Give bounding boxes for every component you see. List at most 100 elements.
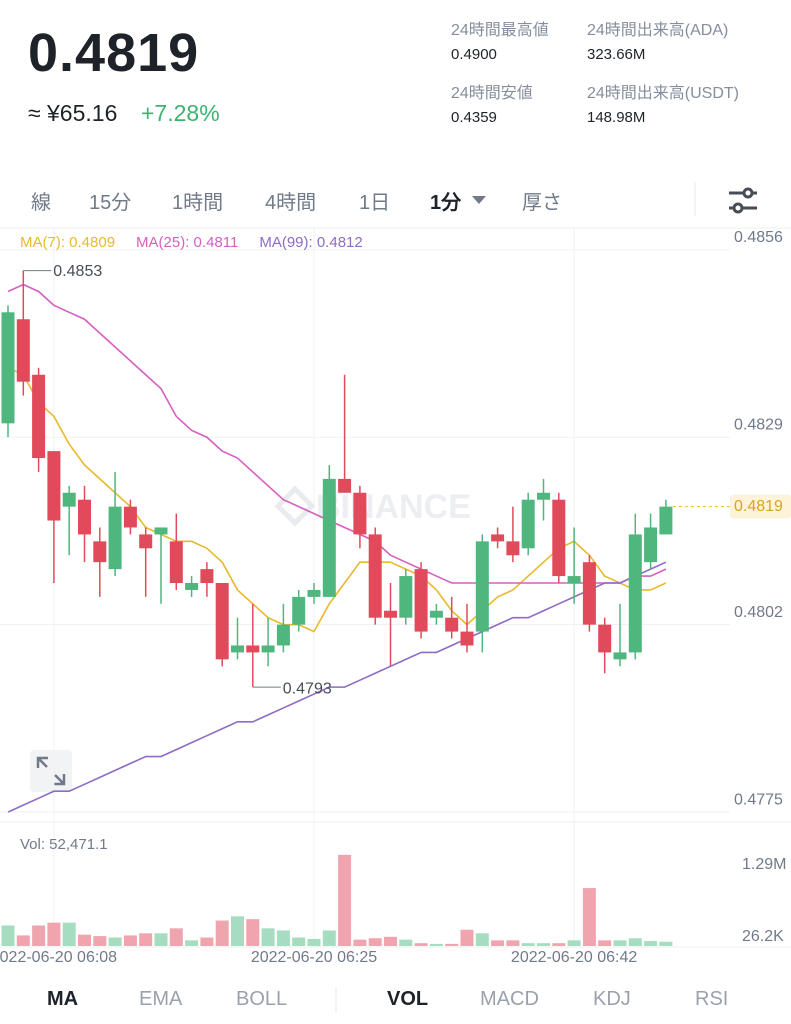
legend-entry: MA(7): 0.4809 xyxy=(20,234,115,251)
candle-body xyxy=(567,576,581,583)
candle-body xyxy=(598,624,612,653)
volume-bar xyxy=(338,854,352,946)
volume-bar xyxy=(659,941,673,946)
interval-tab[interactable]: 15分 xyxy=(89,192,132,214)
candle-body xyxy=(521,499,535,549)
legend-entry: MA(25): 0.4811 xyxy=(136,234,238,251)
volume-bar xyxy=(108,937,122,946)
volume-bar xyxy=(399,939,413,946)
candle-body xyxy=(276,624,290,646)
expand-button[interactable] xyxy=(30,750,72,792)
stat-value: 0.4359 xyxy=(451,109,497,126)
volume-bar xyxy=(47,922,61,946)
volume-bar xyxy=(460,929,474,946)
volume-bar xyxy=(491,940,505,946)
volume-bar xyxy=(353,939,367,946)
indicator-tab[interactable]: BOLL xyxy=(236,988,288,1010)
candle-body xyxy=(445,617,459,632)
candle-body xyxy=(246,645,260,653)
volume-bar xyxy=(62,922,76,946)
candle-body xyxy=(582,562,596,625)
settings-icon[interactable] xyxy=(729,187,757,214)
stat-value: 148.98M xyxy=(587,109,646,126)
candle-body xyxy=(384,610,397,618)
volume-bar xyxy=(200,937,214,946)
volume-bar xyxy=(598,940,612,946)
candle-body xyxy=(215,583,229,660)
volume-bar xyxy=(215,920,229,946)
volume-bar xyxy=(276,930,290,946)
stat-label: 24時間出来高(ADA) xyxy=(587,22,729,39)
candle-body xyxy=(261,645,275,653)
candle-body xyxy=(200,569,214,583)
stat-value: 0.4900 xyxy=(451,46,497,63)
indicator-tab[interactable]: EMA xyxy=(139,988,183,1010)
watermark: BINANCE xyxy=(274,485,471,527)
candle-body xyxy=(628,534,642,653)
legend-entry: MA(99): 0.4812 xyxy=(259,234,362,251)
interval-tab[interactable]: 4時間 xyxy=(265,192,317,214)
candle-body xyxy=(552,499,566,577)
candle-body xyxy=(185,583,199,590)
y-tick-label: 0.4802 xyxy=(734,604,783,621)
interval-tab[interactable]: 1日 xyxy=(359,192,391,214)
volume-bar xyxy=(644,941,658,946)
volume-bar xyxy=(582,888,596,946)
volume-bar xyxy=(613,940,627,946)
indicator-tab[interactable]: RSI xyxy=(695,988,729,1010)
stat-label: 24時間最高値 xyxy=(451,22,549,39)
volume-bar xyxy=(414,943,428,946)
candle-body xyxy=(429,610,443,618)
volume-bar xyxy=(537,943,550,946)
indicator-tab[interactable]: VOL xyxy=(387,988,429,1010)
candle-body xyxy=(338,478,352,493)
vol-tick-label: 1.29M xyxy=(742,856,786,873)
volume-bar xyxy=(552,943,566,946)
candle-body xyxy=(368,534,382,618)
volume-bar xyxy=(93,936,107,946)
dropdown-arrow xyxy=(472,196,486,204)
candle-body xyxy=(659,506,673,535)
stat-label: 24時間安値 xyxy=(451,85,533,102)
volume-bar xyxy=(429,943,443,946)
volume-bar xyxy=(322,930,336,946)
last-price: 0.4819 xyxy=(28,23,200,83)
candle-body xyxy=(93,541,107,563)
volume-bar xyxy=(292,937,306,946)
candle-body xyxy=(231,645,244,653)
volume-bar xyxy=(567,940,581,946)
ma-line xyxy=(7,367,667,633)
volume-bar xyxy=(261,928,275,946)
candle-body xyxy=(108,506,122,570)
depth-tab[interactable]: 厚さ xyxy=(522,192,562,214)
candle-body xyxy=(475,541,489,632)
indicator-tab[interactable]: MA xyxy=(47,988,79,1010)
candle-body xyxy=(16,319,30,382)
candle-body xyxy=(62,492,76,507)
volume-bar xyxy=(185,940,199,946)
volume-title: Vol: 52,471.1 xyxy=(20,836,108,853)
indicator-tab[interactable]: KDJ xyxy=(593,988,631,1010)
x-tick-label: 2022-06-20 06:42 xyxy=(511,949,637,966)
x-tick-label: 2022-06-20 06:08 xyxy=(0,949,117,966)
volume-bar xyxy=(445,943,459,946)
candle-body xyxy=(78,499,91,535)
candle-body xyxy=(644,527,658,563)
interval-tab[interactable]: 1時間 xyxy=(172,192,224,214)
stat-label: 24時間出来高(USDT) xyxy=(587,85,740,102)
volume-bar xyxy=(384,936,397,946)
indicator-tab[interactable]: MACD xyxy=(480,988,539,1010)
interval-tab[interactable]: 1分 xyxy=(430,192,462,214)
volume-bar xyxy=(32,925,46,946)
volume-bar xyxy=(169,928,183,946)
low-marker-label: 0.4793 xyxy=(283,680,332,697)
ma-line xyxy=(7,561,667,813)
y-tick-label: 0.4829 xyxy=(734,416,783,433)
interval-tab[interactable]: 線 xyxy=(31,192,51,214)
price-change: +7.28% xyxy=(141,100,220,126)
candle-body xyxy=(613,652,627,660)
candle-body xyxy=(506,541,520,556)
candle-body xyxy=(154,527,168,535)
candle-body xyxy=(123,506,137,528)
